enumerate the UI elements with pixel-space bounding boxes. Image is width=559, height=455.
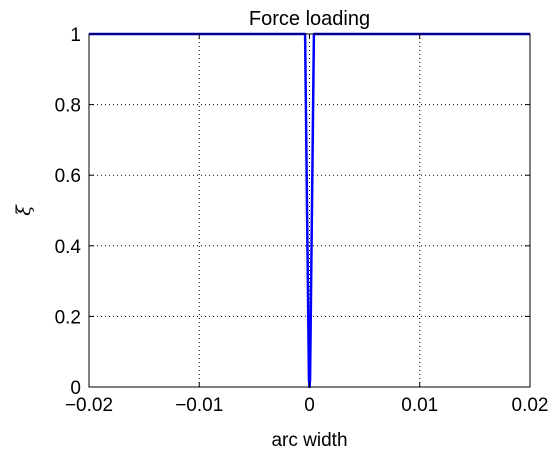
y-tick-label: 0.6: [55, 166, 81, 187]
x-tick-label: −0.02: [65, 395, 113, 416]
y-tick-label: 1: [70, 25, 81, 46]
ticks: −0.02 −0.01 0 0.01 0.02 0 0.2 0.4 0.6 0.8 1: [55, 25, 549, 416]
chart-title: Force loading: [249, 8, 370, 30]
x-tick-label: 0.01: [401, 395, 438, 416]
x-tick-label: 0: [304, 395, 315, 416]
x-tick-label: 0.02: [512, 395, 549, 416]
y-tick-label: 0.4: [55, 237, 82, 258]
x-tick-label: −0.01: [175, 395, 223, 416]
y-tick-label: 0: [70, 378, 81, 399]
y-axis-label: ξ: [13, 204, 35, 216]
y-tick-label: 0.8: [55, 96, 81, 117]
grid: [89, 34, 530, 387]
y-tick-label: 0.2: [55, 307, 81, 328]
x-axis-label: arc width: [271, 430, 347, 451]
